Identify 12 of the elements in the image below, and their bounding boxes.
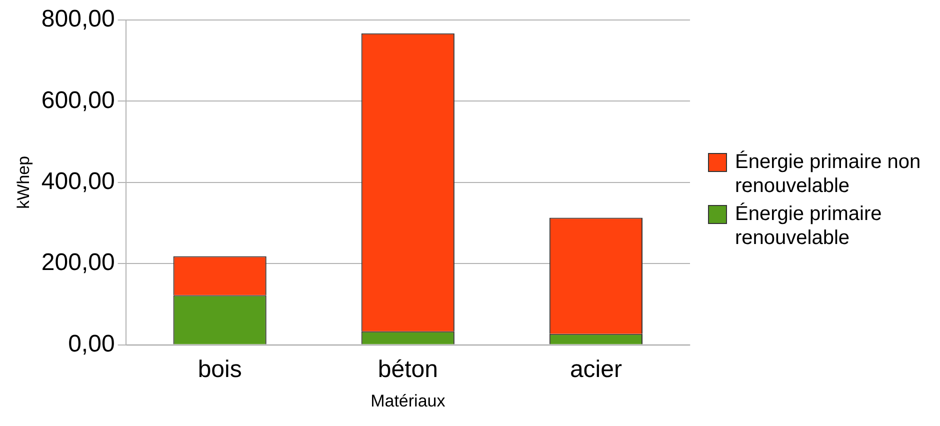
y-tick-label: 0,00 <box>68 330 115 358</box>
x-tick-label: acier <box>570 356 622 383</box>
x-tick-label: béton <box>378 356 438 383</box>
y-tick-label: 200,00 <box>41 249 115 276</box>
legend-label: Énergie primaire non renouvelable <box>735 150 922 198</box>
y-tick-label: 400,00 <box>41 168 115 196</box>
y-tick-label: 800,00 <box>41 6 115 33</box>
y-axis-title: kWhep <box>14 156 33 209</box>
y-tick-label: 600,00 <box>41 86 115 114</box>
x-tick-label: bois <box>198 356 242 383</box>
legend-label: Énergie primaire renouvelable <box>735 202 883 250</box>
x-axis-title: Matériaux <box>370 391 446 410</box>
